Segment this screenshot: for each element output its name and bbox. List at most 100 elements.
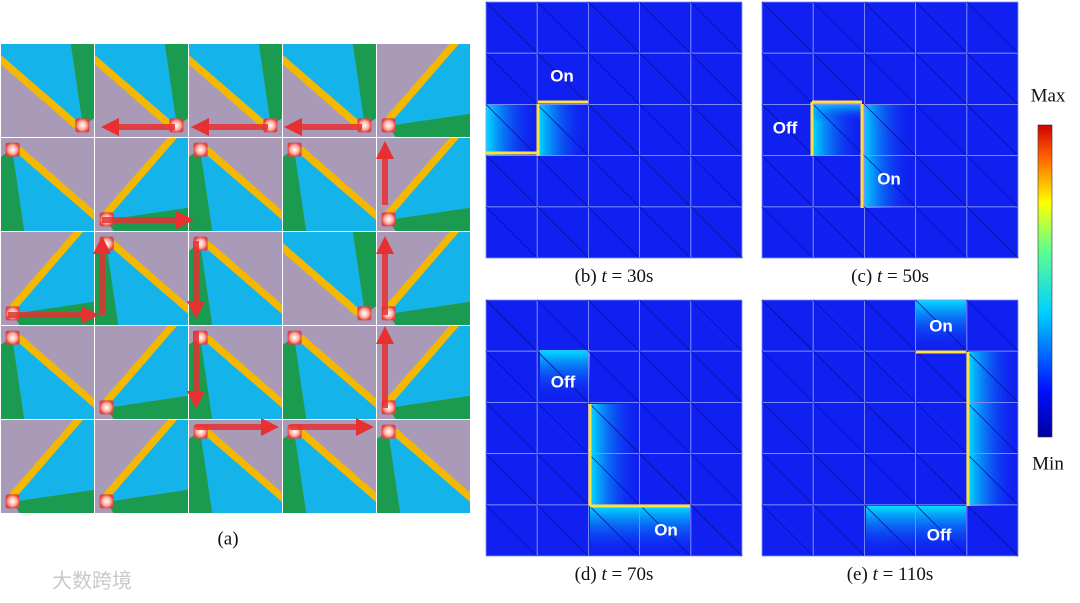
tile-blue xyxy=(189,44,271,126)
tile-green xyxy=(283,337,307,419)
tile-blue xyxy=(12,420,94,502)
cell-diag xyxy=(966,402,1019,454)
caption-value: = 110s xyxy=(883,564,934,585)
cell-diag xyxy=(536,206,589,259)
caption-label: (c) xyxy=(851,266,872,287)
annotation: Off xyxy=(773,118,798,137)
cell-diag xyxy=(639,206,692,259)
tile-blue xyxy=(200,431,282,513)
cell-diag xyxy=(536,104,589,156)
caption-label: (d) xyxy=(575,564,597,585)
cell-diag xyxy=(761,402,814,454)
cell-diag xyxy=(812,350,865,403)
cell-diag xyxy=(915,350,968,403)
tile-green xyxy=(106,489,188,513)
led xyxy=(287,330,302,345)
tile-blue xyxy=(283,232,365,314)
caption: (e) t = 110s xyxy=(847,564,934,585)
tile xyxy=(95,44,188,137)
cell-diag xyxy=(761,104,814,156)
tile xyxy=(377,44,470,137)
cell-diag xyxy=(485,206,538,259)
tile-green xyxy=(189,431,213,513)
tile-green xyxy=(377,431,401,513)
tile-green xyxy=(164,44,188,126)
cell-diag xyxy=(690,402,743,454)
tile-green xyxy=(388,207,470,231)
tile-yellow xyxy=(10,420,83,502)
tile-blue xyxy=(106,420,188,502)
cell-diag xyxy=(864,155,916,208)
caption: (d) t = 70s xyxy=(575,564,654,585)
tile xyxy=(283,232,376,325)
tile-yellow xyxy=(386,138,459,220)
annotation: On xyxy=(929,316,953,335)
cell-diag xyxy=(864,350,916,403)
tile-green xyxy=(189,149,213,231)
cell-diag xyxy=(966,299,1019,352)
cell-diag xyxy=(761,453,814,506)
led xyxy=(381,212,396,227)
watermark: 大数跨境 xyxy=(52,569,132,593)
cell-diag xyxy=(966,350,1019,403)
caption-variable: t xyxy=(602,564,608,585)
led xyxy=(287,142,302,157)
cell-diag xyxy=(690,1,743,54)
tile-blue xyxy=(12,149,94,231)
cell-diag xyxy=(536,402,589,454)
cell-diag xyxy=(812,1,865,54)
tile-blue xyxy=(294,149,376,231)
tile-yellow xyxy=(106,241,188,314)
caption-value: = 70s xyxy=(612,564,654,585)
cell-diag xyxy=(812,299,865,352)
led xyxy=(357,306,372,321)
cell-diag xyxy=(588,206,640,259)
cell-diag xyxy=(915,402,968,454)
tile xyxy=(377,138,470,231)
tile-yellow xyxy=(283,55,365,128)
cell-diag xyxy=(966,453,1019,506)
tile-yellow xyxy=(1,55,83,128)
cell-diag xyxy=(639,504,692,557)
tile xyxy=(377,326,470,419)
tile-blue xyxy=(106,326,188,408)
cell-diag xyxy=(588,299,640,352)
cell-diag xyxy=(536,453,589,506)
cell-diag xyxy=(485,299,538,352)
tile xyxy=(283,326,376,419)
cell-diag xyxy=(915,155,968,208)
cell-diag xyxy=(485,453,538,506)
tile-blue xyxy=(388,138,470,220)
cell-diag xyxy=(812,504,865,557)
cell-diag xyxy=(588,155,640,208)
cell-diag xyxy=(690,206,743,259)
tile-blue xyxy=(106,138,188,220)
cell-diag xyxy=(588,504,640,557)
caption-value: = 50s xyxy=(887,266,929,287)
cell-diag xyxy=(864,1,916,54)
annotation: Off xyxy=(551,372,576,391)
tile-yellow xyxy=(386,326,459,408)
tile xyxy=(189,138,282,231)
tile xyxy=(1,232,94,325)
cell-diag xyxy=(485,350,538,403)
tile-blue xyxy=(1,44,83,126)
cell-diag xyxy=(761,1,814,54)
tile-blue xyxy=(388,44,470,126)
led xyxy=(99,494,114,509)
cell-diag xyxy=(588,52,640,105)
tile-blue xyxy=(388,232,470,314)
led xyxy=(381,118,396,133)
tile-blue xyxy=(294,337,376,419)
cell-diag xyxy=(588,350,640,403)
tile-green xyxy=(258,44,282,126)
cell xyxy=(966,504,1019,557)
tile-blue xyxy=(283,44,365,126)
cell-diag xyxy=(690,104,743,156)
cell-diag xyxy=(690,453,743,506)
tile-yellow xyxy=(10,232,83,314)
caption-label: (b) xyxy=(575,266,597,287)
cell-diag xyxy=(915,52,968,105)
tile-blue xyxy=(95,44,177,126)
tile-blue xyxy=(200,149,282,231)
